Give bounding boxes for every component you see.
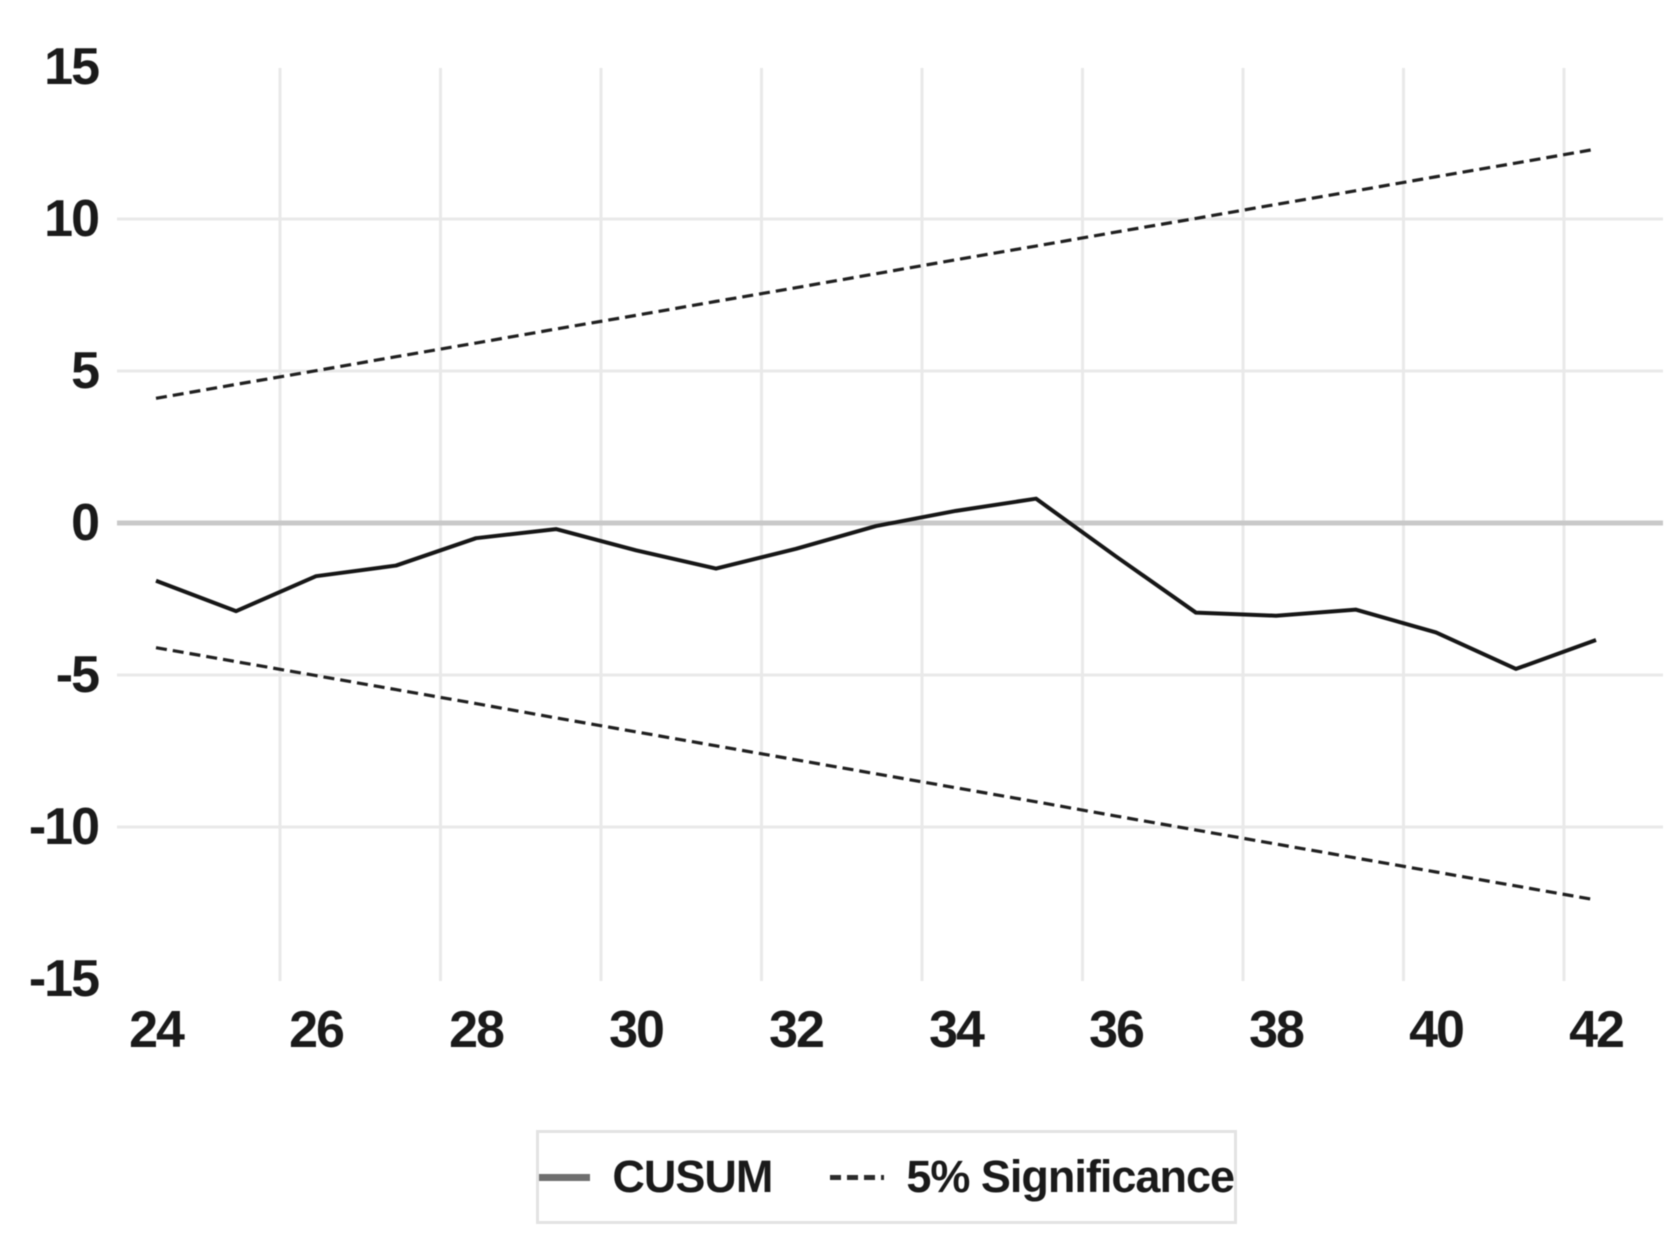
y-tick-label: 15 bbox=[44, 38, 100, 96]
upper-significance-line bbox=[155, 147, 1597, 400]
legend: CUSUM 5% Significance bbox=[536, 1130, 1237, 1224]
lower-significance-line bbox=[155, 646, 1597, 902]
x-tick-label: 30 bbox=[609, 1001, 665, 1059]
x-tick-label: 36 bbox=[1089, 1001, 1145, 1059]
x-tick-label: 24 bbox=[129, 1001, 185, 1059]
cusum-line-swatch bbox=[539, 1173, 591, 1181]
significance-line-swatch bbox=[830, 1174, 885, 1180]
x-tick-label: 32 bbox=[769, 1001, 825, 1059]
x-tick-label: 34 bbox=[929, 1001, 985, 1059]
y-tick-label: -15 bbox=[28, 950, 100, 1008]
y-tick-label: 10 bbox=[44, 190, 100, 248]
legend-label-cusum: CUSUM bbox=[612, 1151, 773, 1202]
y-tick-label: 0 bbox=[71, 494, 100, 552]
y-tick-label: -10 bbox=[28, 798, 100, 856]
x-tick-label: 38 bbox=[1249, 1001, 1305, 1059]
x-tick-label: 42 bbox=[1569, 1001, 1625, 1059]
cusum-line bbox=[155, 496, 1597, 671]
legend-label-significance: 5% Significance bbox=[906, 1151, 1235, 1202]
y-tick-label: -5 bbox=[55, 646, 100, 704]
x-tick-label: 28 bbox=[449, 1001, 505, 1059]
x-tick-label: 26 bbox=[289, 1001, 345, 1059]
x-tick-label: 40 bbox=[1409, 1001, 1465, 1059]
y-tick-label: 5 bbox=[71, 342, 100, 400]
